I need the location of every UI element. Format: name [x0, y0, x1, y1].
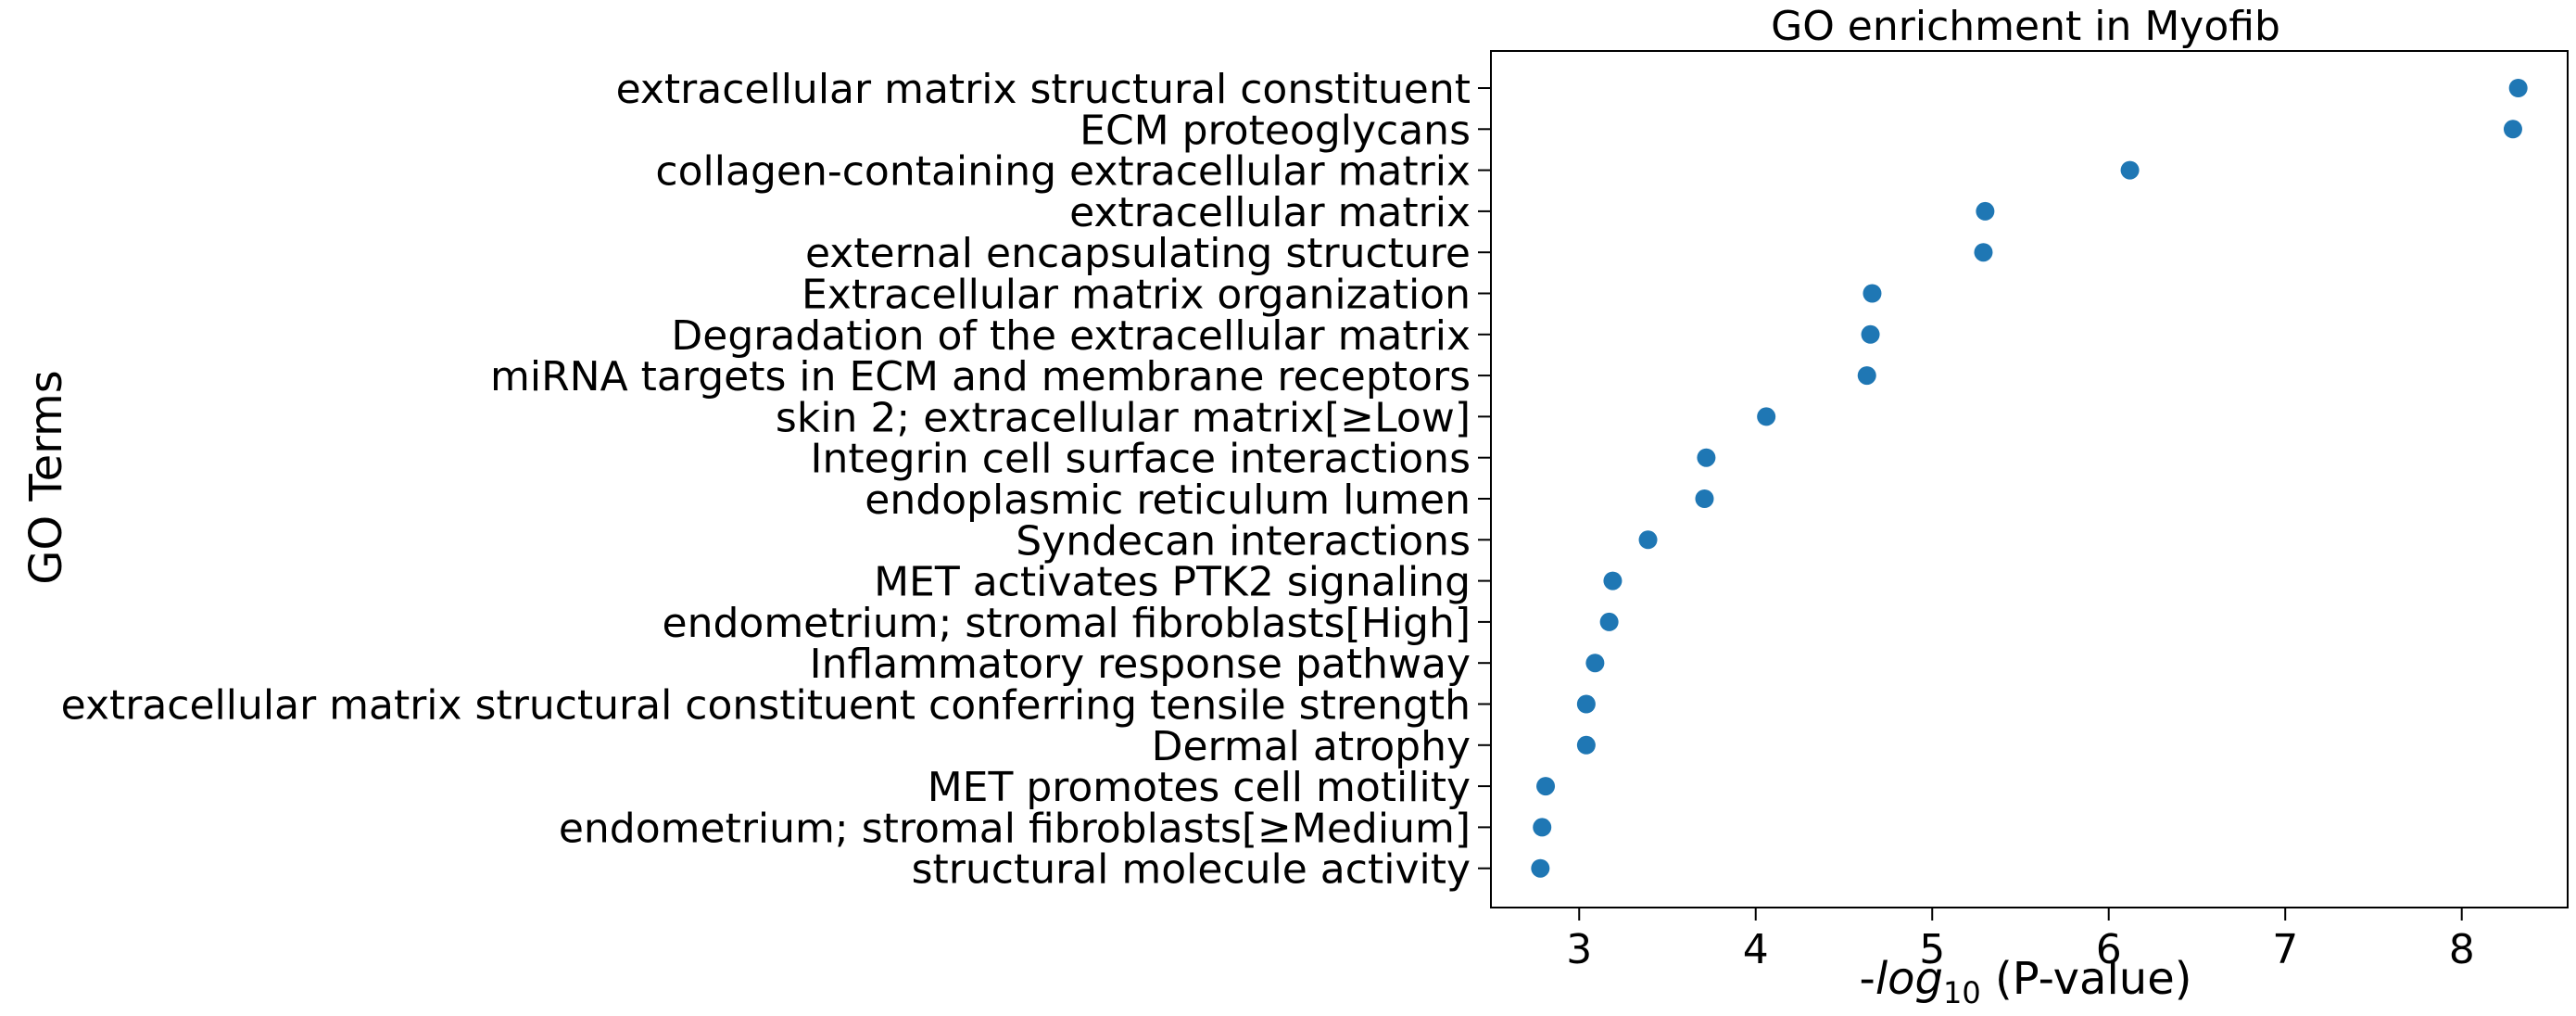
x-tick-label: 4: [1743, 926, 1769, 973]
plot-area-frame: [1490, 50, 2569, 908]
y-tick-label: Integrin cell surface interactions: [811, 436, 1471, 483]
data-point: [1638, 530, 1658, 550]
y-tick-label: Inflammatory response pathway: [810, 641, 1471, 688]
y-tick-label: Syndecan interactions: [1016, 517, 1471, 565]
data-point: [1697, 448, 1716, 467]
data-point: [1861, 324, 1880, 344]
y-tick-label: endometrium; stromal fibroblasts[High]: [663, 600, 1471, 647]
data-point: [1974, 243, 1993, 262]
x-axis-label-suffix: (P-value): [1981, 953, 2192, 1005]
data-point: [1976, 201, 1995, 221]
y-tick-label: endoplasmic reticulum lumen: [865, 476, 1471, 524]
x-tick-label: 5: [1919, 926, 1945, 973]
data-point: [2503, 120, 2522, 139]
y-tick-label: extracellular matrix structural constitu…: [616, 66, 1471, 113]
x-axis-label: -log10 (P-value): [1860, 953, 2192, 1010]
data-point: [2508, 79, 2528, 97]
data-point: [1585, 654, 1605, 673]
y-tick-label: Dermal atrophy: [1152, 723, 1471, 770]
y-tick-label: endometrium; stromal fibroblasts[≥Medium…: [559, 805, 1471, 852]
data-point: [1536, 777, 1556, 796]
data-point: [1576, 694, 1596, 714]
data-point: [1863, 284, 1882, 303]
data-point: [1603, 571, 1623, 591]
y-tick-label: collagen-containing extracellular matrix: [655, 148, 1471, 196]
x-tick-label: 3: [1566, 926, 1592, 973]
data-point: [1757, 407, 1776, 426]
data-point: [1531, 858, 1550, 878]
y-tick-label: Extracellular matrix organization: [802, 272, 1471, 319]
x-tick-label: 7: [2272, 926, 2298, 973]
y-tick-label: skin 2; extracellular matrix[≥Low]: [776, 394, 1471, 441]
x-tick-label: 8: [2449, 926, 2475, 973]
y-tick-label: Degradation of the extracellular matrix: [671, 312, 1471, 360]
y-axis-label: GO Terms: [20, 370, 72, 585]
data-point: [1599, 612, 1619, 631]
y-tick-label: extracellular matrix structural constitu…: [61, 682, 1471, 730]
y-axis-ticks: extracellular matrix structural constitu…: [61, 66, 1491, 894]
x-axis-label-log: log: [1875, 953, 1943, 1005]
y-tick-label: extracellular matrix: [1069, 189, 1471, 236]
x-axis-label-subscript: 10: [1943, 975, 1981, 1010]
data-point: [1857, 366, 1876, 386]
y-tick-label: structural molecule activity: [912, 846, 1471, 894]
y-tick-label: MET promotes cell motility: [928, 764, 1471, 811]
y-tick-label: external encapsulating structure: [805, 230, 1471, 277]
data-points: [1531, 79, 2528, 878]
data-point: [1695, 489, 1714, 508]
y-tick-label: MET activates PTK2 signaling: [874, 559, 1471, 606]
y-tick-label: ECM proteoglycans: [1080, 107, 1471, 154]
y-tick-label: miRNA targets in ECM and membrane recept…: [490, 353, 1471, 400]
data-point: [1576, 735, 1596, 755]
data-point: [1533, 818, 1552, 837]
chart-title: GO enrichment in Myofib: [1771, 3, 2280, 50]
data-point: [2120, 160, 2140, 180]
x-axis-ticks: 3 4 5 6 7 8: [1566, 908, 2475, 973]
x-axis-label-prefix: -: [1860, 953, 1875, 1005]
x-tick-label: 6: [2096, 926, 2122, 973]
